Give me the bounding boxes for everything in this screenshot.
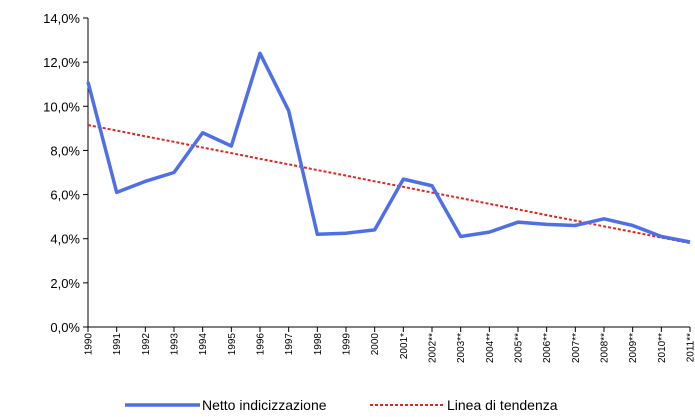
line-series [87,124,691,245]
x-tick-label: 2011** [686,333,695,362]
x-tick-label: 1991 [112,333,123,356]
x-tick-label: 2004** [485,333,496,363]
line-series [86,51,691,244]
y-tick-label: 14,0% [43,11,80,26]
x-tick-label: 1992 [141,333,152,356]
x-tick-label: 2009** [628,333,639,363]
y-tick-label: 6,0% [50,188,80,203]
y-tick-label: 2,0% [50,276,80,291]
x-tick-label: 1990 [84,333,95,356]
y-tick-label: 8,0% [50,143,80,158]
y-tick-label: 12,0% [43,55,80,70]
x-tick-label: 1993 [170,333,181,356]
x-tick-label: 1999 [342,333,353,356]
legend-label: Netto indicizzazione [202,397,327,413]
x-tick-label: 1995 [227,333,238,356]
x-tick-label: 1996 [256,333,267,356]
x-tick-label: 1994 [198,333,209,356]
x-tick-label: 2002** [428,333,439,363]
y-tick-label: 4,0% [50,232,80,247]
y-tick-label: 0,0% [50,320,80,335]
x-tick-label: 2010** [657,333,668,363]
x-tick-label: 2008** [600,333,611,363]
x-tick-label: 1998 [313,333,324,356]
legend-label: Linea di tendenza [447,397,558,413]
x-tick-label: 1997 [284,333,295,356]
y-tick-label: 10,0% [43,99,80,114]
x-tick-label: 2005** [514,333,525,363]
x-tick-label: 2006** [542,333,553,363]
x-tick-label: 2007** [571,333,582,363]
x-tick-label: 2000 [370,333,381,356]
x-tick-label: 2003** [456,333,467,363]
x-tick-label: 2001* [399,333,410,359]
